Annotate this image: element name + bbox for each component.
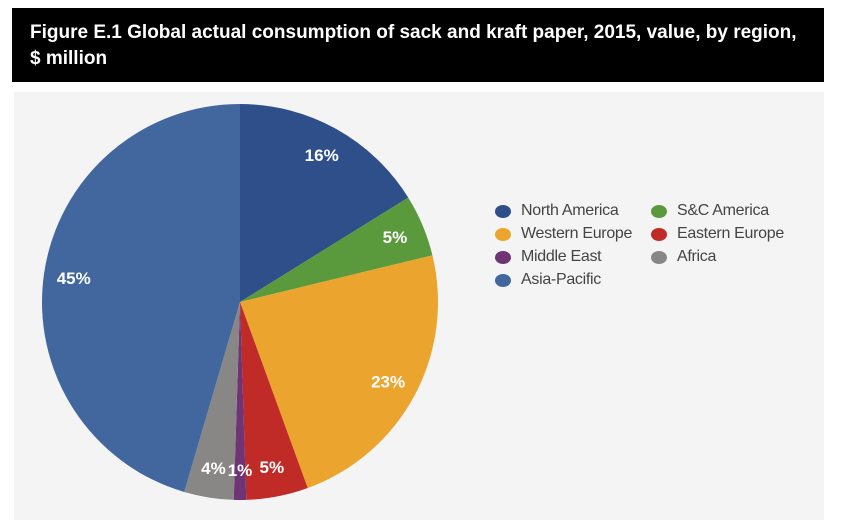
legend-item-middle-east: Middle East xyxy=(480,246,636,268)
slice-africa xyxy=(184,302,240,500)
legend-swatch xyxy=(651,250,667,264)
legend-item-eastern-europe: Eastern Europe xyxy=(636,223,786,245)
legend: North America S&C America Western Europe Ea… xyxy=(480,200,786,291)
legend-item-asia-pacific: Asia-Pacific xyxy=(480,269,636,291)
figure-title: Figure E.1 Global actual consumption of … xyxy=(12,8,824,82)
legend-swatch xyxy=(651,204,667,218)
legend-swatch xyxy=(495,204,511,218)
slice-asia-pacific xyxy=(42,104,240,492)
legend-swatch xyxy=(495,227,511,241)
legend-item-africa: Africa xyxy=(636,246,786,268)
data-label-africa: 4% xyxy=(201,459,226,478)
legend-swatch xyxy=(495,273,511,287)
legend-label: North America xyxy=(521,202,619,219)
slice-eastern-europe xyxy=(240,302,308,500)
slice-north-america xyxy=(240,104,409,302)
legend-item-western-europe: Western Europe xyxy=(480,223,636,245)
legend-label: Middle East xyxy=(521,248,602,265)
legend-item-north-america: North America xyxy=(480,200,636,222)
legend-swatch xyxy=(651,227,667,241)
legend-label: Asia-Pacific xyxy=(521,271,601,288)
legend-label: Eastern Europe xyxy=(677,225,784,242)
data-label-asia-pacific: 45% xyxy=(57,269,91,288)
data-label-north-america: 16% xyxy=(305,146,339,165)
slice-s-c-america xyxy=(240,197,433,302)
data-label-western-europe: 23% xyxy=(371,372,405,391)
legend-label: S&C America xyxy=(677,202,769,219)
legend-swatch xyxy=(495,250,511,264)
legend-label: Africa xyxy=(677,248,717,265)
legend-item-s-c-america: S&C America xyxy=(636,200,786,222)
data-label-middle-east: 1% xyxy=(228,461,253,480)
data-label-eastern-europe: 5% xyxy=(260,458,285,477)
legend-label: Western Europe xyxy=(521,225,633,242)
title-line-2: $ million xyxy=(30,48,108,69)
slice-western-europe xyxy=(240,255,439,489)
slice-middle-east xyxy=(233,302,247,500)
title-line-1: Figure E.1 Global actual consumption of … xyxy=(30,22,797,43)
data-label-s-c-america: 5% xyxy=(383,228,408,247)
